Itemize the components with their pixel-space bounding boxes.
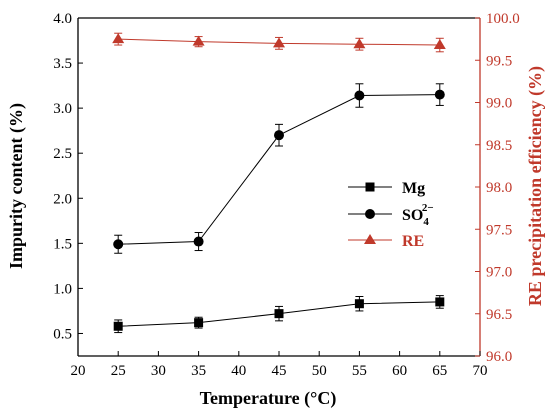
data-point: [354, 299, 364, 309]
y-right-tick-label: 99.0: [486, 96, 512, 112]
x-tick-label: 65: [432, 363, 447, 379]
y-right-tick-label: 99.5: [486, 53, 512, 69]
series-0: [113, 295, 445, 334]
legend-marker-mg: [365, 182, 375, 192]
series-line: [118, 94, 440, 245]
legend-label-so4-sup: 2−: [422, 202, 434, 214]
x-tick-label: 70: [473, 363, 488, 379]
y-right-ticks: 96.0 96.5 97.0 97.5 98.0 98.5 99.0 99.5 100.0: [475, 11, 520, 365]
x-tick-label: 20: [71, 363, 86, 379]
data-point: [274, 309, 284, 319]
y-left-tick-label: 2.0: [53, 191, 72, 207]
y-left-tick-label: 3.0: [53, 101, 72, 117]
y-right-tick-label: 98.5: [486, 138, 512, 154]
x-ticks: 20 25 30 35 40 45 50 55 60 65 70: [71, 351, 488, 379]
x-tick-label: 25: [111, 363, 126, 379]
series-1: [113, 83, 445, 254]
y-left-ticks: 0.5 1.0 1.5 2.0 2.5 3.0 3.5 4.0: [53, 11, 83, 342]
legend-item-so4: SO4 2−: [348, 202, 434, 228]
legend-label-so4-sub: 4: [423, 216, 429, 228]
data-point: [113, 239, 124, 250]
y-right-tick-label: 97.0: [486, 265, 512, 281]
x-tick-label: 45: [272, 363, 287, 379]
y-right-tick-label: 97.5: [486, 222, 512, 238]
y-right-tick-label: 98.0: [486, 180, 512, 196]
data-point: [273, 37, 285, 48]
series-layer: [112, 32, 446, 334]
y-left-tick-label: 3.5: [53, 56, 72, 72]
data-point: [434, 89, 445, 100]
x-axis-title: Temperature (°C): [200, 388, 337, 409]
y-left-tick-label: 1.0: [53, 281, 72, 297]
y-left-tick-label: 2.5: [53, 146, 72, 162]
x-tick-label: 55: [352, 363, 367, 379]
data-point: [433, 39, 446, 50]
series-2: [112, 32, 446, 53]
x-tick-label: 30: [151, 363, 166, 379]
legend-label-re: RE: [402, 233, 424, 250]
legend-label-so4-base: SO: [402, 207, 423, 224]
x-tick-label: 35: [191, 363, 206, 379]
y-right-axis-title: RE precipitation efficiency (%): [525, 66, 546, 306]
data-point: [113, 321, 123, 331]
data-point: [354, 90, 365, 101]
legend-item-mg: Mg: [348, 180, 425, 197]
legend-marker-re: [364, 234, 376, 244]
legend: Mg SO4 2− RE: [348, 180, 434, 250]
y-right-tick-label: 96.0: [486, 349, 512, 365]
data-point: [274, 130, 284, 141]
x-tick-label: 60: [392, 363, 407, 379]
data-point: [435, 297, 445, 307]
y-right-tick-label: 100.0: [486, 11, 520, 27]
y-left-axis-title: Impurity content (%): [6, 103, 27, 269]
legend-label-so4: SO4 2−: [402, 202, 434, 228]
y-right-tick-label: 96.5: [486, 307, 512, 323]
data-point: [353, 38, 366, 49]
data-point: [112, 33, 125, 44]
data-point: [194, 318, 204, 328]
y-left-tick-label: 4.0: [53, 11, 72, 27]
x-tick-label: 50: [312, 363, 327, 379]
legend-label-mg: Mg: [402, 180, 425, 197]
data-point: [193, 236, 204, 247]
data-point: [192, 35, 205, 46]
y-left-tick-label: 0.5: [53, 326, 72, 342]
legend-marker-so4: [365, 209, 375, 219]
y-left-tick-label: 1.5: [53, 236, 72, 252]
legend-item-re: RE: [348, 233, 424, 250]
x-tick-label: 40: [231, 363, 246, 379]
